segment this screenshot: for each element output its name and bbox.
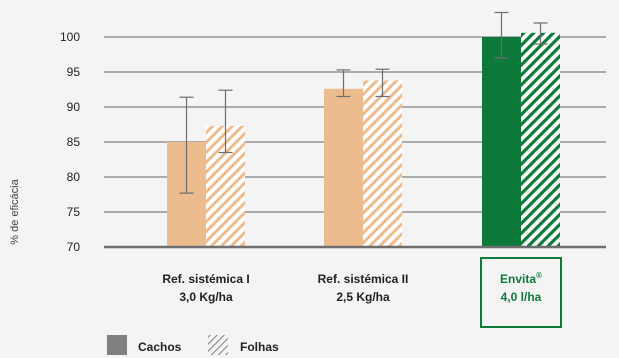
y-tick-90: 90 [67, 100, 81, 114]
y-tick-100: 100 [60, 30, 80, 44]
error-bars [179, 11, 548, 194]
legend-label-folhas: Folhas [240, 340, 279, 354]
category-label-1-line1: Ref. sistémica II [318, 272, 409, 286]
category-label-1-line2: 2,5 Kg/ha [336, 290, 390, 304]
error-bar-folhas-2 [533, 22, 548, 45]
error-bar-cachos-2 [494, 11, 509, 59]
y-tick-80: 80 [67, 170, 81, 184]
y-tick-85: 85 [67, 135, 81, 149]
y-tick-95: 95 [67, 65, 81, 79]
legend-swatch-folhas [208, 335, 228, 355]
bar-folhas-1 [363, 80, 402, 248]
legend-label-cachos: Cachos [138, 340, 182, 354]
category-label-2-line2: 4,0 l/ha [501, 290, 542, 304]
error-bar-cachos-1 [336, 69, 351, 98]
error-bar-folhas-0 [218, 89, 233, 154]
y-tick-75: 75 [67, 205, 81, 219]
category-label-2-line1: Envita® [500, 271, 542, 286]
legend: Cachos Folhas [107, 335, 279, 355]
error-bar-cachos-0 [179, 96, 194, 194]
y-tick-labels: 70 75 80 85 90 95 100 [60, 30, 80, 254]
bar-cachos-2 [482, 37, 521, 247]
highlight-box-2 [480, 257, 562, 328]
y-tick-70: 70 [67, 240, 81, 254]
legend-swatch-cachos [107, 335, 127, 355]
category-label-0-line2: 3,0 Kg/ha [179, 290, 233, 304]
registered-mark: ® [536, 271, 542, 280]
bar-cachos-1 [324, 88, 363, 247]
category-label-0-line1: Ref. sistémica I [162, 272, 249, 286]
category-labels: Ref. sistémica I 3,0 Kg/ha Ref. sistémica … [162, 271, 542, 304]
error-bar-folhas-1 [375, 68, 390, 98]
y-axis-label: % de eficácia [9, 178, 21, 244]
bars [167, 32, 560, 248]
bar-folhas-2 [521, 32, 560, 247]
highlight-box [480, 257, 562, 328]
